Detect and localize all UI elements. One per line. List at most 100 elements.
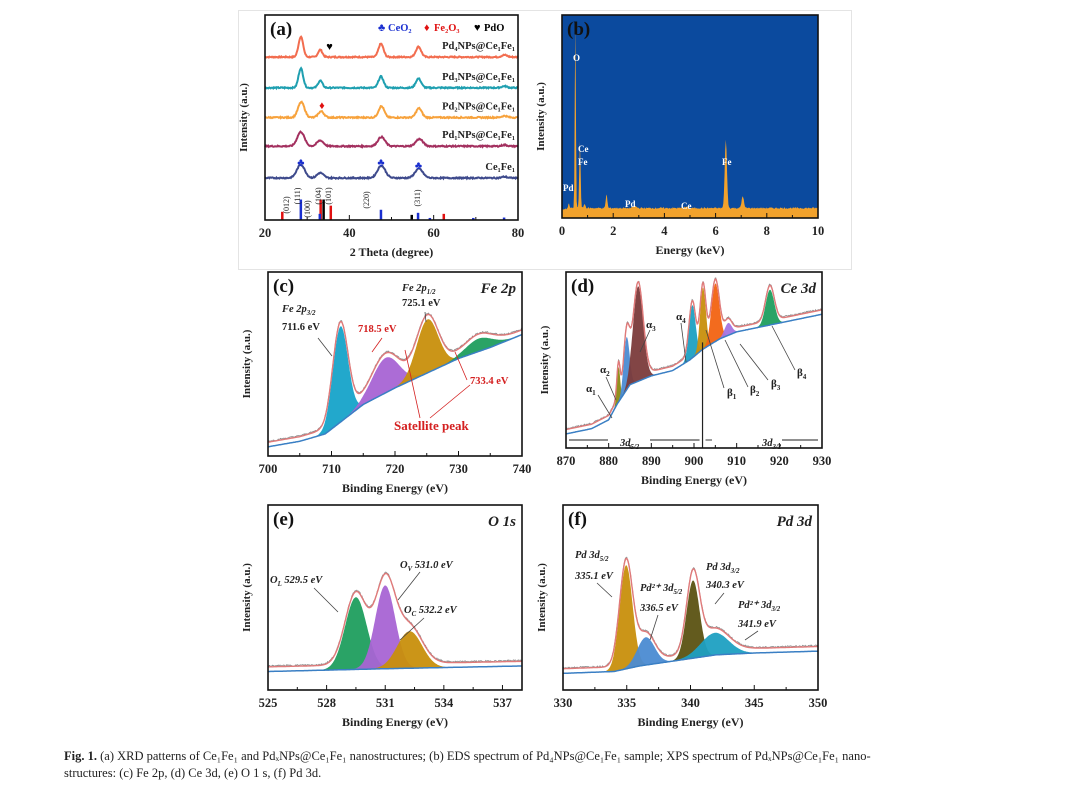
peak-label-Pd: Pd bbox=[625, 199, 636, 209]
x-tick-label: 730 bbox=[449, 462, 468, 476]
peak-annotation: β4 bbox=[797, 367, 807, 381]
peak-annotation: 341.9 eV bbox=[737, 619, 777, 630]
caption-text-2: structures: (c) Fe 2p, (d) Ce 3d, (e) O … bbox=[64, 766, 322, 780]
xrd-pattern-2 bbox=[264, 100, 519, 120]
panel-label: (f) bbox=[568, 509, 587, 530]
peak-marker: ♣ bbox=[297, 157, 304, 169]
fit-component-2 bbox=[563, 580, 818, 674]
peak-annotation: OV 531.0 eV bbox=[400, 560, 454, 573]
peak-annotation: 733.4 eV bbox=[470, 376, 509, 387]
annotation-arrow bbox=[397, 571, 421, 601]
miller-index: (012) bbox=[282, 196, 291, 214]
peak-annotation: Pd²⁺ 3d3/2 bbox=[738, 600, 781, 613]
annotation-arrow bbox=[424, 311, 427, 323]
annotation-arrow bbox=[596, 582, 613, 598]
annotation-arrow bbox=[399, 617, 425, 641]
annotation-arrow bbox=[705, 329, 725, 389]
panel-title: Ce 3d bbox=[781, 281, 817, 297]
xrd-pattern-0 bbox=[265, 35, 519, 60]
fit-component-0 bbox=[563, 565, 818, 674]
panel-a bbox=[264, 14, 519, 221]
panel-d bbox=[565, 271, 823, 449]
panel-title: Pd 3d bbox=[777, 514, 813, 530]
legend-symbol: ♦ bbox=[424, 22, 430, 34]
x-tick-label: 890 bbox=[642, 454, 661, 468]
fit-component-3 bbox=[566, 305, 822, 434]
peak-annotation: β1 bbox=[727, 387, 737, 401]
xrd-pattern-3 bbox=[264, 130, 519, 149]
figure-caption-line1: Fig. 1. (a) XRD patterns of Ce₁Fe₁ and P… bbox=[64, 749, 871, 764]
x-tick-label: 537 bbox=[493, 696, 512, 710]
x-axis-label: Binding Energy (eV) bbox=[641, 473, 747, 487]
annotation-arrow bbox=[724, 339, 749, 388]
x-tick-label: 2 bbox=[610, 224, 616, 238]
panel-f bbox=[562, 504, 819, 691]
annotation-arrow bbox=[313, 587, 339, 613]
peak-label-Fe: Fe bbox=[578, 157, 588, 167]
miller-index: (220) bbox=[362, 191, 371, 209]
peak-label-Ce: Ce bbox=[578, 144, 589, 154]
x-tick-label: 80 bbox=[512, 226, 525, 240]
x-tick-label: 870 bbox=[557, 454, 576, 468]
panel-b bbox=[561, 14, 819, 219]
x-tick-label: 710 bbox=[322, 462, 341, 476]
annotation-arrow bbox=[649, 614, 659, 641]
x-tick-label: 40 bbox=[343, 226, 356, 240]
annotation-arrow bbox=[371, 337, 383, 353]
annotation-arrow bbox=[714, 592, 725, 605]
x-tick-label: 930 bbox=[813, 454, 832, 468]
x-axis-label: Energy (keV) bbox=[656, 243, 725, 257]
panel-e bbox=[267, 504, 523, 691]
annotation-arrow bbox=[317, 337, 333, 357]
miller-index: (100) bbox=[303, 200, 312, 218]
peak-annotation: Fe 2p3/2 bbox=[281, 304, 316, 317]
peak-annotation: α2 bbox=[600, 364, 610, 378]
miller-index: (111) bbox=[293, 187, 302, 204]
x-axis-label: Binding Energy (eV) bbox=[342, 715, 448, 729]
x-tick-label: 920 bbox=[770, 454, 789, 468]
peak-annotation: α4 bbox=[676, 311, 686, 325]
x-tick-label: 340 bbox=[681, 696, 700, 710]
peak-label-O: O bbox=[573, 53, 580, 63]
x-tick-label: 335 bbox=[617, 696, 636, 710]
background-line bbox=[268, 665, 522, 673]
sample-label: Pd₂NPs@Ce₁Fe₁ bbox=[442, 102, 515, 113]
x-tick-label: 740 bbox=[513, 462, 532, 476]
legend-symbol: ♣ bbox=[378, 22, 385, 34]
x-tick-label: 60 bbox=[427, 226, 440, 240]
panel-label: (b) bbox=[567, 19, 590, 40]
peak-annotation: OL 529.5 eV bbox=[270, 575, 323, 588]
x-tick-label: 345 bbox=[745, 696, 764, 710]
peak-label-Ce: Ce bbox=[681, 201, 692, 211]
peak-annotation: OC 532.2 eV bbox=[404, 605, 458, 618]
peak-annotation: Fe 2p1/2 bbox=[401, 283, 436, 296]
peak-label-Fe: Fe bbox=[722, 157, 732, 167]
annotation-arrow bbox=[744, 630, 759, 641]
x-tick-label: 880 bbox=[599, 454, 618, 468]
envelope-line bbox=[565, 278, 823, 431]
y-axis-label: Intensity (a.u.) bbox=[241, 329, 253, 398]
annotation-arrow bbox=[404, 349, 421, 419]
y-axis-label: Intensity (a.u.) bbox=[241, 563, 253, 632]
panel-c bbox=[267, 271, 523, 457]
legend-label: CeO₂ bbox=[388, 23, 412, 34]
sample-label: Pd₄NPs@Ce₁Fe₁ bbox=[442, 41, 515, 52]
background-line bbox=[562, 650, 819, 675]
y-axis-label: Intensity (a.u.) bbox=[539, 325, 551, 394]
x-tick-label: 534 bbox=[434, 696, 454, 710]
x-tick-label: 350 bbox=[809, 696, 828, 710]
panel-title: Fe 2p bbox=[480, 281, 517, 297]
peak-label-Pd: Pd bbox=[563, 183, 574, 193]
peak-annotation: 336.5 eV bbox=[639, 603, 679, 614]
x-axis-label: 2 Theta (degree) bbox=[350, 245, 434, 259]
x-tick-label: 700 bbox=[259, 462, 278, 476]
sample-label: Pd₃NPs@Ce₁Fe₁ bbox=[442, 72, 515, 83]
envelope-line bbox=[268, 572, 522, 668]
x-tick-label: 4 bbox=[661, 224, 668, 238]
peak-annotation: Satellite peak bbox=[394, 418, 470, 433]
x-tick-label: 720 bbox=[386, 462, 405, 476]
annotation-arrow bbox=[739, 343, 769, 381]
xrd-pattern-1 bbox=[264, 66, 519, 91]
caption-label: Fig. 1. bbox=[64, 749, 97, 763]
